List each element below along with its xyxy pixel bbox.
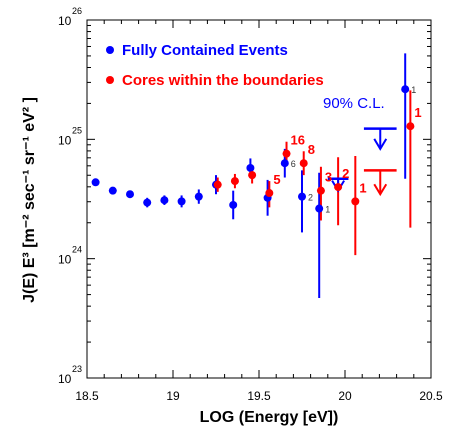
data-point-fully-contained: [229, 200, 238, 209]
point-count-label: 1: [414, 105, 421, 120]
data-point-fully-contained: [177, 197, 186, 206]
data-point-cores: [334, 183, 343, 192]
y-tick-base: 10: [58, 253, 72, 267]
data-point-fully-contained: [194, 192, 203, 201]
y-tick-base: 10: [58, 133, 72, 147]
data-point-fully-contained: [315, 204, 324, 213]
x-tick-label: 19.5: [247, 389, 271, 403]
upper-limit-arrow-head: [373, 138, 388, 151]
x-tick-label: 18.5: [75, 389, 99, 403]
data-points: [91, 85, 415, 213]
data-point-fully-contained: [108, 186, 117, 195]
data-point-cores: [316, 186, 325, 195]
point-count-label: 5: [273, 172, 280, 187]
point-count-label: 1: [411, 85, 416, 95]
point-count-label: 8: [308, 142, 315, 157]
upper-limit-arrow-head: [373, 183, 388, 197]
point-count-label: 1: [325, 205, 330, 215]
data-point-fully-contained: [91, 178, 100, 187]
point-count-label: 1: [359, 180, 366, 195]
legend-label-fully-contained: Fully Contained Events: [122, 42, 288, 59]
data-point-fully-contained: [280, 159, 289, 168]
legend: Fully Contained Events Cores within the …: [106, 42, 324, 89]
x-tick-label: 19: [166, 389, 180, 403]
data-point-cores: [265, 189, 274, 198]
data-point-fully-contained: [298, 192, 306, 201]
point-count-label: 2: [308, 193, 313, 203]
data-point-fully-contained: [160, 196, 169, 205]
y-tick-exponent: 25: [72, 125, 82, 135]
data-point-cores: [230, 177, 239, 186]
data-point-cores: [406, 122, 415, 131]
x-tick-label: 20.5: [419, 389, 443, 403]
data-point-fully-contained: [143, 198, 152, 207]
x-tick-labels: 18.5 19 19.5 20 20.5: [75, 389, 443, 403]
y-tick-exponent: 26: [72, 6, 82, 16]
point-count-label: 3: [325, 170, 332, 185]
point-count-label: 6: [291, 159, 296, 169]
legend-marker-cores: [106, 76, 114, 84]
y-tick-exponent: 23: [72, 364, 82, 374]
y-tick-exponent: 24: [72, 245, 82, 255]
axis-ticks: [86, 19, 432, 379]
data-point-fully-contained: [401, 85, 410, 94]
legend-label-cores: Cores within the boundaries: [122, 72, 324, 89]
data-point-fully-contained: [126, 190, 134, 199]
upper-limit-label: 90% C.L.: [323, 95, 385, 112]
data-point-fully-contained: [246, 163, 255, 172]
point-count-label: 2: [342, 166, 349, 181]
data-point-cores: [351, 197, 360, 206]
y-tick-base: 10: [58, 14, 72, 28]
x-axis-title: LOG (Energy [eV]): [200, 409, 339, 426]
y-axis-title: J(E) E³ [m⁻² sec⁻¹ sr⁻¹ eV² ]: [21, 97, 38, 303]
data-point-cores: [213, 180, 222, 189]
data-point-cores: [282, 149, 291, 158]
point-count-label: 16: [291, 133, 305, 148]
y-tick-base: 10: [58, 372, 72, 386]
data-point-cores: [248, 171, 257, 180]
data-point-cores: [299, 159, 308, 168]
x-tick-label: 20: [338, 389, 352, 403]
legend-marker-fully-contained: [106, 46, 114, 54]
